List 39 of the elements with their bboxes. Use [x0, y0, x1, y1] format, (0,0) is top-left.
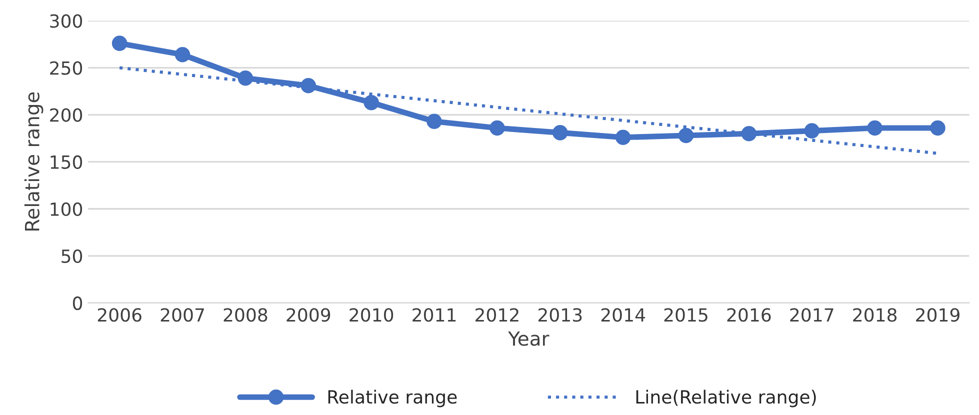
- x-tick-label: 2006: [98, 308, 142, 322]
- x-tick-label: 2012: [476, 308, 518, 322]
- point: [112, 36, 128, 51]
- point: [552, 125, 568, 140]
- point: [930, 120, 946, 136]
- y-tick-label: 100: [50, 202, 82, 216]
- point: [678, 128, 694, 144]
- y-tick-label: 0: [72, 296, 82, 310]
- x-tick-label: 2018: [853, 308, 897, 322]
- y-tick-label: 300: [50, 14, 82, 28]
- legend-label: Relative range: [328, 390, 457, 408]
- y-axis-title: Relative range: [24, 92, 44, 231]
- point: [300, 78, 316, 94]
- point: [615, 130, 631, 146]
- x-tick-label: 2011: [412, 308, 456, 322]
- x-tick-label: 2009: [286, 308, 330, 322]
- x-axis-title: Year: [508, 331, 550, 346]
- x-tick-label: 2017: [790, 308, 834, 322]
- x-tick-label: 2014: [601, 308, 646, 322]
- x-tick-label: 2016: [727, 308, 771, 322]
- y-tick-label: 250: [50, 61, 82, 75]
- x-tick-label: 2015: [664, 308, 708, 322]
- point: [426, 114, 442, 130]
- point: [741, 126, 757, 142]
- x-tick-label: 2019: [916, 308, 960, 322]
- x-tick-label: 2007: [160, 308, 204, 322]
- legend-label: Line(Relative range): [636, 390, 816, 408]
- point: [867, 120, 882, 136]
- point: [490, 120, 505, 136]
- y-tick-label: 150: [50, 155, 82, 169]
- point: [174, 46, 190, 62]
- point: [238, 70, 254, 86]
- x-tick-label: 2008: [224, 308, 268, 322]
- point: [804, 123, 820, 138]
- x-tick-label: 2010: [350, 308, 394, 322]
- point: [364, 94, 379, 110]
- x-tick-label: 2013: [538, 308, 582, 322]
- y-tick-label: 200: [50, 108, 82, 122]
- y-tick-label: 50: [62, 249, 82, 264]
